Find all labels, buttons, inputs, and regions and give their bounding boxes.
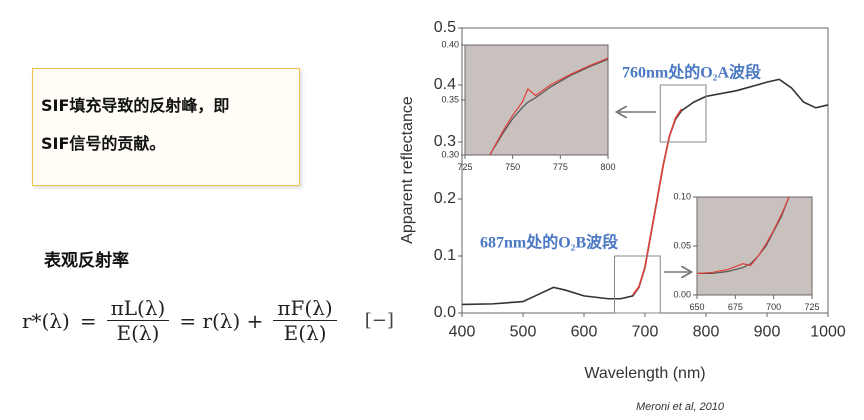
- x-axis-label: Wavelength (nm): [584, 365, 705, 382]
- formula-unit: [−]: [364, 310, 394, 331]
- fraction: πF(λ) E(λ): [273, 296, 337, 345]
- y-axis-label: Apparent reflectance: [399, 96, 416, 244]
- x-tick-label: 750: [505, 162, 520, 172]
- series-line: [489, 57, 609, 156]
- y-tick-label: 0.00: [673, 289, 691, 299]
- series-line: [489, 58, 609, 156]
- annotation: 760nm处的O₂A波段: [622, 63, 762, 82]
- x-tick-label: 700: [766, 302, 781, 312]
- annotation: 687nm处的O₂B波段: [480, 233, 619, 252]
- numerator: πL(λ): [106, 296, 170, 321]
- series-line: [697, 196, 790, 275]
- denominator: E(λ): [116, 321, 160, 345]
- formula-eq: =: [79, 308, 97, 333]
- y-tick-label: 0.40: [441, 39, 459, 49]
- series-line: [632, 108, 683, 296]
- x-tick-label: 500: [510, 323, 537, 340]
- x-tick-label: 725: [457, 162, 472, 172]
- y-tick-label: 0.1: [434, 247, 456, 264]
- x-tick-label: 725: [804, 302, 819, 312]
- denominator: E(λ): [283, 321, 327, 345]
- source: Meroni et al, 2010: [636, 401, 725, 413]
- y-tick-label: 0.5: [434, 19, 456, 36]
- y-tick-label: 0.30: [441, 149, 459, 159]
- y-tick-label: 0.35: [441, 94, 459, 104]
- x-tick-label: 1000: [810, 323, 846, 340]
- plot-background: [697, 197, 812, 295]
- zoom-box: [614, 255, 661, 314]
- fraction: πL(λ) E(λ): [106, 296, 170, 345]
- y-tick-label: 0.4: [434, 76, 456, 93]
- x-tick-label: 900: [754, 323, 781, 340]
- x-tick-label: 800: [600, 162, 615, 172]
- formula-mid: = r(λ) +: [179, 308, 264, 333]
- x-tick-label: 800: [693, 323, 720, 340]
- y-tick-label: 0.10: [673, 191, 691, 201]
- heading: 表观反射率: [44, 251, 129, 271]
- y-tick-label: 0.3: [434, 133, 456, 150]
- note-line: SIF信号的贡献。: [41, 134, 166, 153]
- plot-background: [465, 45, 608, 155]
- x-tick-label: 650: [689, 302, 704, 312]
- x-tick-label: 600: [571, 323, 598, 340]
- zoom-box: [659, 84, 707, 143]
- numerator: πF(λ): [273, 296, 337, 321]
- y-tick-label: 0.0: [434, 304, 456, 321]
- formula: r*(λ) = πL(λ) E(λ) = r(λ) + πF(λ) E(λ) [−]: [22, 296, 394, 345]
- note-line: SIF填充导致的反射峰，即: [41, 96, 230, 115]
- y-tick-label: 0.05: [673, 240, 691, 250]
- series-line: [696, 196, 790, 275]
- y-tick-label: 0.2: [434, 190, 456, 207]
- x-tick-label: 775: [553, 162, 568, 172]
- x-tick-label: 700: [632, 323, 659, 340]
- x-tick-label: 675: [728, 302, 743, 312]
- note-box: SIF填充导致的反射峰，即 SIF信号的贡献。: [32, 68, 300, 186]
- x-tick-label: 400: [449, 323, 476, 340]
- formula-lhs: r*(λ): [22, 308, 70, 333]
